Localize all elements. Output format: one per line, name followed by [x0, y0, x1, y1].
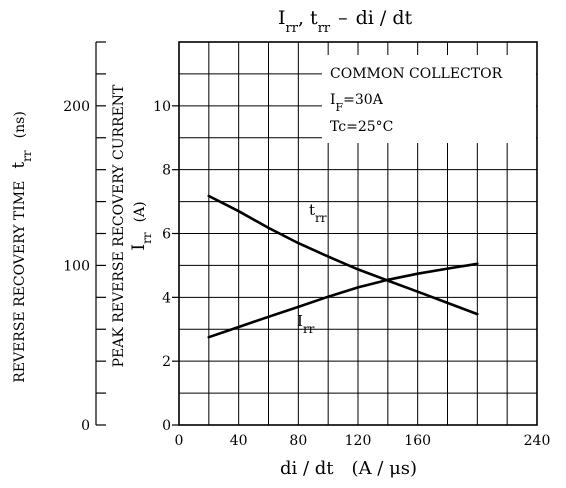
series-irr-label: Irr: [297, 312, 315, 336]
x-tick-label: 40: [230, 433, 248, 449]
current-axis-title: PEAK REVERSE RECOVERY CURRENT: [111, 84, 127, 367]
x-tick-label: 80: [289, 433, 307, 449]
annotation-line-3: Tc=25°C: [330, 119, 393, 135]
x-tick-label: 0: [175, 433, 184, 449]
time-tick-label: 100: [63, 258, 90, 274]
current-tick-label: 0: [162, 418, 171, 434]
x-axis-tick-labels: 0 40 80 120 160 240: [175, 433, 551, 449]
time-axis-title: REVERSE RECOVERY TIMEtrr(ns): [9, 111, 34, 383]
current-tick-label: 6: [162, 227, 171, 243]
x-tick-label: 240: [524, 433, 551, 449]
series-irr-line: [207, 262, 479, 339]
current-axis-symbol: Irr(A): [129, 201, 154, 250]
current-tick-label: 8: [162, 163, 171, 179]
annotation-line-2: IF=30A: [330, 92, 384, 114]
series-trr-label: trr: [309, 201, 327, 225]
time-axis-ticks: 0 100 200: [63, 41, 106, 434]
x-tick-label: 120: [345, 433, 372, 449]
series-trr-line: [207, 194, 479, 316]
current-tick-label: 2: [162, 354, 171, 370]
chart-title: Irr, trr – di / dt: [278, 7, 413, 36]
time-tick-label: 200: [63, 99, 90, 115]
x-axis-label: di / dt (A / μs): [280, 458, 417, 479]
current-tick-label: 10: [153, 99, 171, 115]
annotation-line-1: COMMON COLLECTOR: [330, 66, 503, 82]
x-tick-label: 160: [404, 433, 431, 449]
current-tick-label: 4: [162, 290, 171, 306]
current-axis-ticks: 0 2 4 6 8 10: [153, 99, 179, 434]
annotation-background: [322, 55, 536, 143]
time-tick-label: 0: [81, 418, 90, 434]
